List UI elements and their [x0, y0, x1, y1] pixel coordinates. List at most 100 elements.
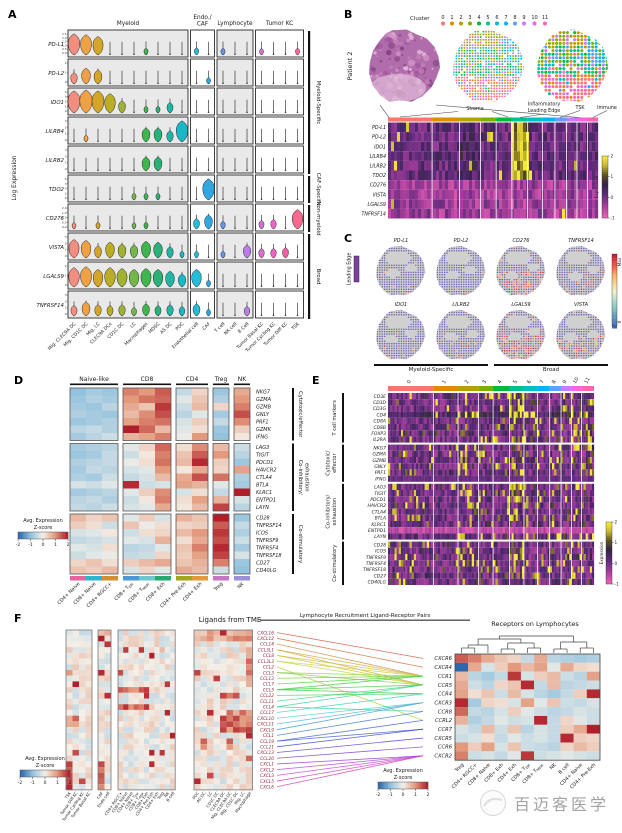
svg-text:2.0: 2.0 — [62, 206, 67, 210]
svg-text:Immune: Immune — [597, 105, 617, 111]
svg-text:PD-L1: PD-L1 — [372, 125, 386, 131]
svg-text:TNFRSF14: TNFRSF14 — [36, 303, 64, 309]
svg-text:LILRB2: LILRB2 — [370, 164, 386, 170]
panel-c-spatial-feature-plots: Leading Edge PD-L1 PD-L2 CD276 TNFRSF14 IDO1 L… — [340, 230, 622, 373]
svg-text:2: 2 — [65, 125, 67, 129]
svg-text:0: 0 — [441, 15, 444, 21]
svg-text:9: 9 — [562, 379, 569, 385]
svg-text:1: 1 — [65, 132, 67, 136]
svg-text:5: 5 — [512, 379, 519, 385]
svg-text:LAYN: LAYN — [256, 505, 269, 511]
svg-text:Log Expression: Log Expression — [11, 155, 18, 200]
svg-text:Myeloid: Myeloid — [117, 21, 140, 27]
svg-text:LGALS9: LGALS9 — [368, 202, 386, 208]
svg-text:CD28: CD28 — [256, 516, 270, 522]
svg-text:-2: -2 — [16, 542, 21, 548]
svg-text:4: 4 — [65, 90, 67, 94]
svg-text:1.5: 1.5 — [62, 40, 67, 44]
svg-text:Broad: Broad — [315, 269, 321, 285]
svg-text:11: 11 — [542, 15, 548, 21]
svg-text:LILRB4: LILRB4 — [46, 129, 65, 135]
svg-text:3: 3 — [65, 235, 67, 239]
svg-text:2: 2 — [65, 61, 67, 65]
svg-text:HAVCR2: HAVCR2 — [256, 468, 277, 474]
svg-text:Treg: Treg — [212, 581, 224, 593]
svg-text:0: 0 — [65, 138, 67, 142]
svg-text:LILRB2: LILRB2 — [452, 302, 469, 308]
svg-text:CD276: CD276 — [370, 183, 386, 189]
svg-text:CD276: CD276 — [46, 216, 65, 222]
svg-text:3: 3 — [65, 95, 67, 99]
svg-text:2: 2 — [459, 15, 462, 21]
svg-text:6: 6 — [495, 15, 498, 21]
svg-text:4: 4 — [497, 379, 504, 385]
svg-text:0.5: 0.5 — [62, 47, 67, 51]
svg-text:0: 0 — [65, 109, 67, 113]
svg-text:1: 1 — [65, 306, 67, 310]
svg-text:VISTA: VISTA — [372, 192, 386, 198]
svg-text:Myeloid-Specific: Myeloid-Specific — [409, 367, 454, 373]
svg-text:TNFRSF4: TNFRSF4 — [256, 546, 278, 552]
svg-text:IDO1: IDO1 — [51, 100, 64, 106]
svg-text:Naive-like: Naive-like — [79, 376, 109, 383]
svg-text:3: 3 — [481, 379, 488, 385]
svg-text:PDCD1: PDCD1 — [256, 460, 273, 466]
svg-text:11: 11 — [583, 376, 591, 385]
svg-text:LGALS9: LGALS9 — [511, 302, 530, 308]
svg-text:2: 2 — [611, 154, 614, 159]
svg-text:8: 8 — [551, 379, 558, 385]
svg-text:2: 2 — [65, 100, 67, 104]
svg-text:Endothelial cell: Endothelial cell — [171, 321, 200, 350]
svg-text:0: 0 — [617, 320, 622, 323]
svg-text:1.5: 1.5 — [62, 211, 67, 215]
svg-text:exhaustion: exhaustion — [304, 463, 310, 492]
svg-text:3: 3 — [65, 293, 67, 297]
svg-text:GZMK: GZMK — [256, 427, 272, 433]
panel-d-tcell-heatmap: Naive-like CD8 CD4 Treg NK NKG7 GZMA GZMB GNLY PR… — [8, 372, 310, 618]
svg-text:1: 1 — [65, 191, 67, 195]
svg-text:PD-L2: PD-L2 — [372, 135, 386, 141]
svg-text:CD8: CD8 — [141, 376, 154, 383]
svg-text:8: 8 — [513, 15, 516, 21]
svg-text:Expression: Expression — [594, 175, 599, 198]
watermark: 百迈客医学 — [478, 788, 609, 818]
svg-text:PD-L2: PD-L2 — [48, 71, 64, 77]
svg-text:Max: Max — [617, 257, 622, 266]
svg-text:LC: LC — [129, 321, 137, 329]
svg-text:NK: NK — [236, 581, 246, 591]
svg-text:0: 0 — [65, 283, 67, 287]
svg-text:PD-L1: PD-L1 — [48, 42, 64, 48]
svg-text:MDSC: MDSC — [148, 321, 162, 335]
svg-text:Non-myeloid: Non-myeloid — [315, 201, 321, 235]
svg-text:PD-L1: PD-L1 — [394, 238, 409, 244]
svg-text:0.5: 0.5 — [62, 220, 67, 224]
svg-text:PD-L2: PD-L2 — [454, 238, 469, 244]
panel-b-spatial-heatmap: Patient 2 Cluster 0 1 2 3 4 5 6 7 8 9 10 11 Stroma Infl… — [340, 6, 622, 230]
svg-text:7: 7 — [504, 15, 507, 21]
svg-text:Lymphocyte: Lymphocyte — [217, 21, 253, 27]
svg-text:Cluster: Cluster — [410, 16, 430, 22]
svg-text:VISTA: VISTA — [49, 245, 64, 251]
svg-text:NKG7: NKG7 — [256, 390, 271, 396]
svg-text:0: 0 — [65, 80, 67, 84]
svg-text:1.0: 1.0 — [62, 43, 67, 47]
svg-text:2: 2 — [464, 379, 471, 385]
svg-text:0: 0 — [406, 379, 413, 385]
panel-f-canvas: Ligands from TME Lymphocyte Recruitment L… — [18, 613, 601, 823]
svg-text:1: 1 — [450, 15, 453, 21]
svg-text:CTLA4: CTLA4 — [256, 475, 272, 481]
svg-text:ENTPD1: ENTPD1 — [256, 498, 276, 504]
svg-text:TNFRSF14: TNFRSF14 — [361, 212, 386, 218]
svg-text:1.0: 1.0 — [62, 216, 67, 220]
svg-text:0: 0 — [42, 542, 45, 548]
svg-text:PDC: PDC — [174, 321, 185, 332]
svg-text:KLRC1: KLRC1 — [256, 490, 272, 496]
svg-text:Leading Edge: Leading Edge — [528, 108, 561, 114]
svg-text:Tumor KC: Tumor KC — [265, 21, 293, 27]
svg-text:AS DC: AS DC — [159, 321, 173, 335]
svg-text:2: 2 — [65, 241, 67, 245]
svg-text:0: 0 — [65, 167, 67, 171]
svg-text:2: 2 — [65, 299, 67, 303]
